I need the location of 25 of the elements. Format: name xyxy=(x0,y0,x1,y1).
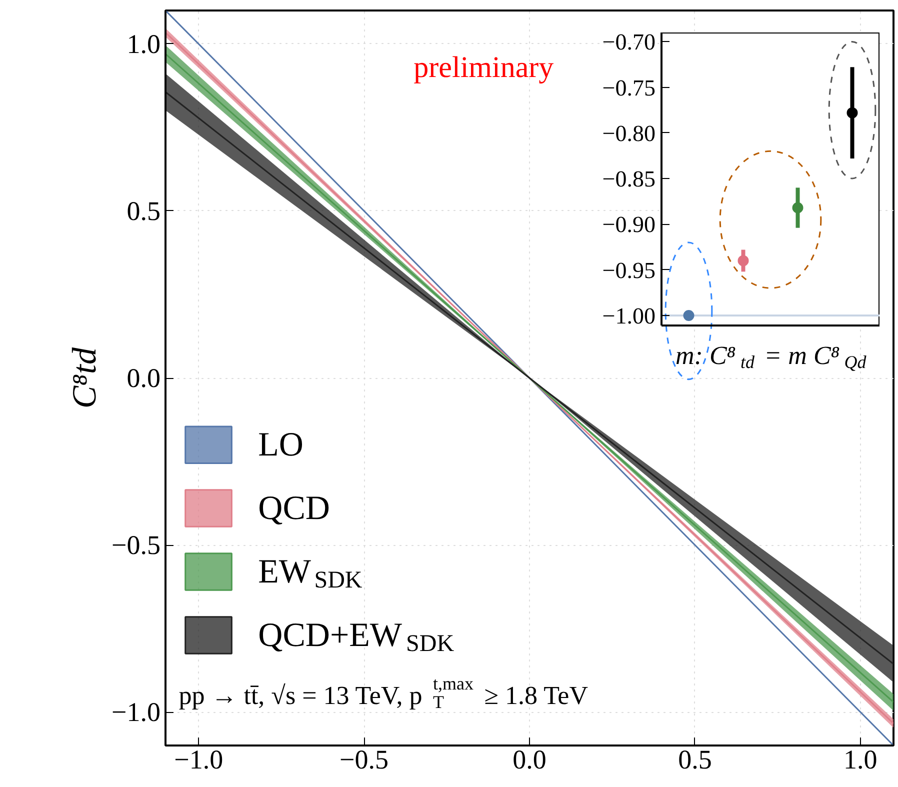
y-axis-title: C⁸td xyxy=(66,346,104,408)
y-tick-label: 1.0 xyxy=(126,28,160,59)
point xyxy=(792,202,804,214)
legend-label: QCD xyxy=(258,490,330,527)
legend-label: LO xyxy=(258,426,304,464)
point xyxy=(738,255,749,266)
point xyxy=(846,107,858,118)
y-tick-label: −0.75 xyxy=(602,75,656,100)
y-tick-label: −1.0 xyxy=(112,697,161,728)
y-tick-label: −0.70 xyxy=(602,30,656,55)
point xyxy=(683,310,694,321)
x-tick-label: −0.5 xyxy=(340,744,389,774)
annotation: preliminary xyxy=(414,50,554,84)
y-tick-label: 0.5 xyxy=(126,196,160,226)
y-tick-label: −0.95 xyxy=(602,258,656,283)
y-tick-label: −1.00 xyxy=(602,303,656,328)
y-tick-label: −0.85 xyxy=(602,166,656,192)
y-tick-label: 0.0 xyxy=(126,363,160,393)
x-tick-label: 0.5 xyxy=(678,744,712,774)
y-tick-label: −0.80 xyxy=(602,120,656,146)
x-tick-label: 0.0 xyxy=(512,744,546,774)
x-tick-label: −1.0 xyxy=(174,744,224,774)
y-tick-label: −0.5 xyxy=(112,530,161,560)
x-tick-label: 1.0 xyxy=(844,744,878,774)
y-tick-label: −0.90 xyxy=(602,212,656,238)
